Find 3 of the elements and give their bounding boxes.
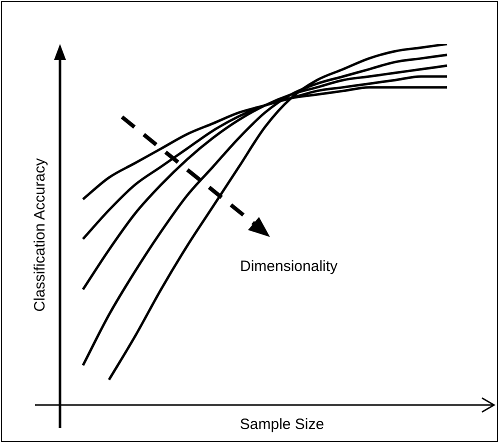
y-axis-title: Classification Accuracy	[32, 158, 48, 312]
x-axis-title: Sample Size	[240, 416, 324, 433]
annotation: Dimensionality	[240, 258, 338, 275]
